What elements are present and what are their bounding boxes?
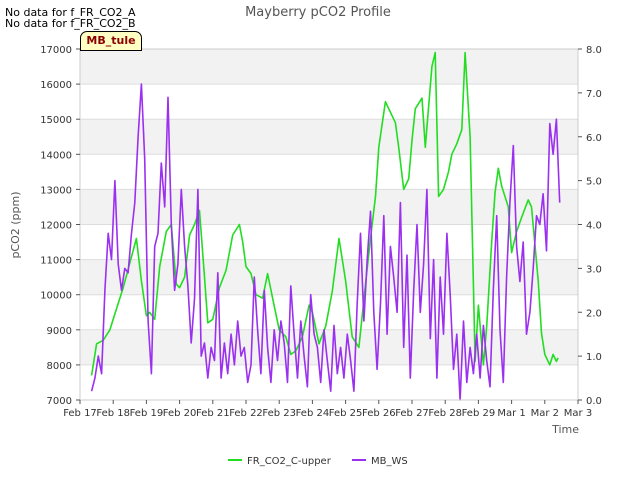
y-right-tick-label: 6.0: [586, 133, 602, 144]
legend-label: FR_CO2_C-upper: [247, 456, 332, 467]
site-badge: MB_tule: [80, 31, 142, 51]
x-tick-label: Feb 27: [395, 408, 429, 419]
grid-band: [80, 189, 578, 225]
legend-label: MB_WS: [371, 456, 408, 467]
y-right-tick-label: 2.0: [586, 308, 602, 319]
x-tick-label: Feb 23: [262, 408, 296, 419]
x-tick-label: Feb 20: [163, 408, 197, 419]
x-tick-label: Feb 21: [196, 408, 230, 419]
x-tick-label: Feb 29: [462, 408, 496, 419]
x-tick-label: Feb 24: [296, 408, 330, 419]
x-tick-label: Feb 19: [130, 408, 164, 419]
y-right-tick-label: 4.0: [586, 221, 602, 232]
no-data-note-b: No data for f_FR_CO2_B: [5, 17, 136, 30]
y-right-tick-label: 3.0: [586, 264, 602, 275]
y-left-tick-label: 12000: [40, 221, 72, 232]
y-right-tick-label: 5.0: [586, 177, 602, 188]
y-right-tick-label: 7.0: [586, 89, 602, 100]
y-left-tick-label: 15000: [40, 115, 72, 126]
x-tick-label: Mar 2: [531, 408, 559, 419]
series-line-mb-ws: [90, 83, 561, 401]
y-left-tick-label: 10000: [40, 291, 72, 302]
y-left-tick-label: 17000: [40, 45, 72, 56]
y-left-tick-label: 11000: [40, 256, 72, 267]
x-tick-label: Feb 26: [362, 408, 396, 419]
x-tick-label: Mar 1: [497, 408, 525, 419]
y-left-tick-label: 9000: [47, 326, 72, 337]
no-data-note-a: No data for f_FR_CO2_A: [5, 6, 136, 19]
y-left-tick-label: 14000: [40, 150, 72, 161]
y-axis-label: pCO2 (ppm): [9, 191, 22, 258]
grid-band: [80, 119, 578, 155]
x-tick-label: Feb 22: [229, 408, 263, 419]
y-right-tick-label: 8.0: [586, 45, 602, 56]
x-tick-label: Feb 25: [329, 408, 363, 419]
y-left-tick-label: 8000: [47, 361, 72, 372]
x-tick-label: Feb 18: [96, 408, 130, 419]
grid-band: [80, 49, 578, 85]
chart-title: Mayberry pCO2 Profile: [245, 5, 391, 20]
y-right-tick-label: 0.0: [586, 396, 602, 407]
y-left-tick-label: 16000: [40, 80, 72, 91]
x-axis-label: Time: [551, 423, 579, 436]
x-tick-label: Mar 3: [564, 408, 592, 419]
x-tick-label: Feb 28: [428, 408, 462, 419]
y-left-tick-label: 13000: [40, 185, 72, 196]
x-tick-label: Feb 17: [63, 408, 97, 419]
y-left-tick-label: 7000: [47, 396, 72, 407]
y-right-tick-label: 1.0: [586, 352, 602, 363]
grid-band: [80, 329, 578, 365]
